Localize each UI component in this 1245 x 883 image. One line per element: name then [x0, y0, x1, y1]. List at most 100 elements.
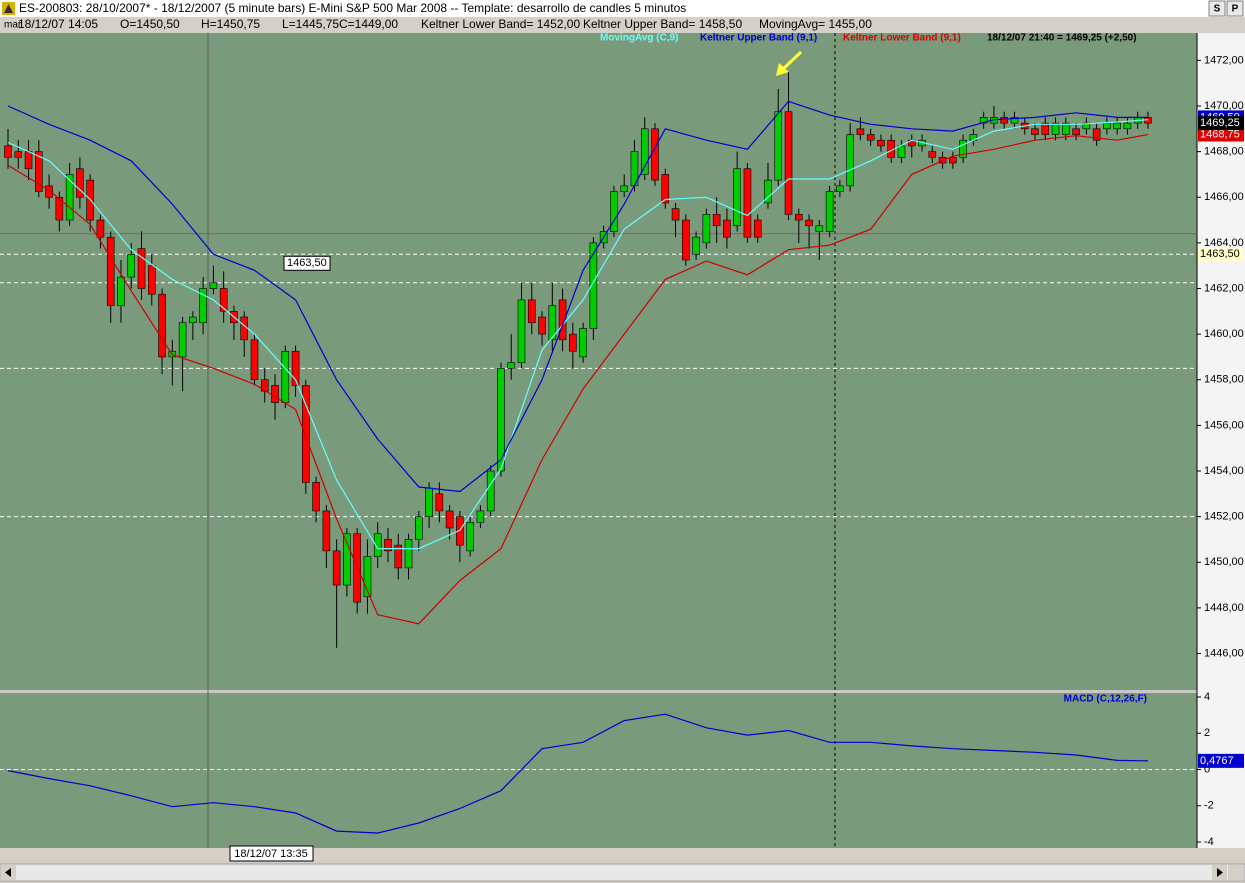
legend-entry: MovingAvg (C,9)	[600, 33, 679, 44]
candle-body	[322, 510, 331, 552]
candle-body	[127, 253, 136, 278]
candle-body	[640, 128, 649, 175]
candle-body	[1113, 122, 1121, 130]
scrollbar[interactable]	[0, 863, 1245, 882]
info-item: Keltner Lower Band= 1452,00	[421, 17, 580, 31]
y-tick-label: -4	[1204, 836, 1214, 848]
candle-body	[45, 185, 53, 198]
y-tick-label: 1464,00	[1204, 237, 1244, 249]
value-box	[1198, 753, 1244, 768]
candle-body	[1010, 117, 1019, 124]
candle-body	[764, 179, 772, 204]
button-label[interactable]: S	[1214, 4, 1221, 15]
button[interactable]	[1208, 0, 1226, 17]
candle-body	[856, 128, 865, 135]
candle-body	[507, 362, 516, 369]
candle-body	[682, 219, 690, 261]
value-box	[1198, 116, 1244, 131]
candle-body	[1123, 122, 1132, 130]
info-item: O=1450,50	[120, 17, 180, 31]
candle-body	[712, 214, 721, 227]
candle-body	[702, 214, 711, 244]
candle-body	[4, 145, 12, 158]
candle-body	[959, 139, 967, 158]
candle-body	[466, 522, 474, 552]
app-icon	[2, 2, 15, 15]
y-tick-label: 1460,00	[1204, 328, 1244, 340]
candle-body	[302, 385, 310, 483]
candle-body	[291, 350, 300, 386]
candle-body	[1051, 122, 1060, 135]
plot-layer: 1446,00 1448,00 1450,00 1452,00 1454,00 1456,…	[0, 54, 1244, 848]
candle-body	[281, 350, 290, 403]
candle-body	[96, 219, 105, 238]
candle-body	[404, 539, 413, 569]
candle-body	[620, 185, 629, 192]
candle-body	[794, 214, 803, 221]
cursor-price-label: 1463,50	[287, 257, 327, 269]
candle-body	[189, 316, 197, 324]
candle-body	[271, 385, 279, 403]
candle-body	[199, 288, 207, 324]
y-tick-label: 0	[1204, 763, 1210, 775]
info-bar	[0, 17, 1245, 32]
value-box-label: 1463,50	[1200, 248, 1240, 260]
candle-body	[671, 208, 680, 221]
candle-body	[497, 368, 505, 472]
candle-body	[445, 510, 454, 529]
y-tick-label: 1468,00	[1204, 146, 1244, 158]
annotation-arrow	[776, 50, 803, 76]
y-tick-label: 1450,00	[1204, 556, 1244, 568]
candle-body	[723, 219, 731, 238]
candle-body	[877, 139, 885, 147]
candle-body	[147, 265, 156, 295]
symbol: mar	[4, 20, 22, 31]
candle-body	[815, 225, 824, 232]
value-box-label: 0,4767	[1200, 755, 1234, 767]
candle-body	[651, 128, 659, 181]
y-tick-label: 1458,00	[1204, 374, 1244, 386]
y-tick-label: 1452,00	[1204, 511, 1244, 523]
candle-body	[363, 556, 372, 597]
legend-entry: Keltner Lower Band (9,1)	[843, 33, 961, 44]
price-panel	[0, 33, 1197, 690]
candle-body	[312, 482, 320, 512]
candle-body	[836, 185, 844, 192]
candle-body	[178, 322, 187, 358]
price-axis-area	[1197, 33, 1245, 848]
candle-body	[137, 248, 146, 289]
info-item: MovingAvg= 1455,00	[759, 17, 872, 31]
candle-body	[846, 134, 854, 187]
button-label[interactable]: P	[1232, 4, 1239, 15]
legend-entry: Keltner Upper Band (9,1)	[700, 33, 817, 44]
candle-body	[219, 288, 228, 312]
candle-body	[14, 151, 23, 158]
candle-body	[569, 333, 577, 352]
candle-body	[733, 168, 741, 227]
candle-body	[476, 510, 485, 523]
candle-body	[589, 242, 598, 329]
candle-body	[343, 533, 351, 586]
candle-body	[743, 168, 752, 238]
candle-body	[35, 151, 43, 192]
y-tick-label: 1446,00	[1204, 647, 1244, 659]
macd-label: MACD (C,12,26,F)	[1064, 694, 1147, 705]
y-tick-label: 1462,00	[1204, 282, 1244, 294]
button[interactable]	[1226, 0, 1244, 17]
candle-body	[548, 305, 557, 341]
candle-body	[692, 236, 700, 255]
y-tick-label: 1456,00	[1204, 419, 1244, 431]
candle-body	[414, 516, 423, 540]
candle-body	[1041, 122, 1050, 135]
y-tick-label: 1470,00	[1204, 100, 1244, 112]
panel-separator	[0, 690, 1197, 693]
candle-body	[435, 493, 444, 512]
candle-body	[76, 168, 84, 198]
indicator-line	[7, 713, 1149, 834]
y-tick-label: -2	[1204, 800, 1214, 812]
candle-body	[949, 157, 957, 164]
candle-body	[805, 219, 813, 227]
y-tick-label: 1448,00	[1204, 602, 1244, 614]
y-tick-label: 1466,00	[1204, 191, 1244, 203]
y-tick-label: 1472,00	[1204, 54, 1244, 66]
